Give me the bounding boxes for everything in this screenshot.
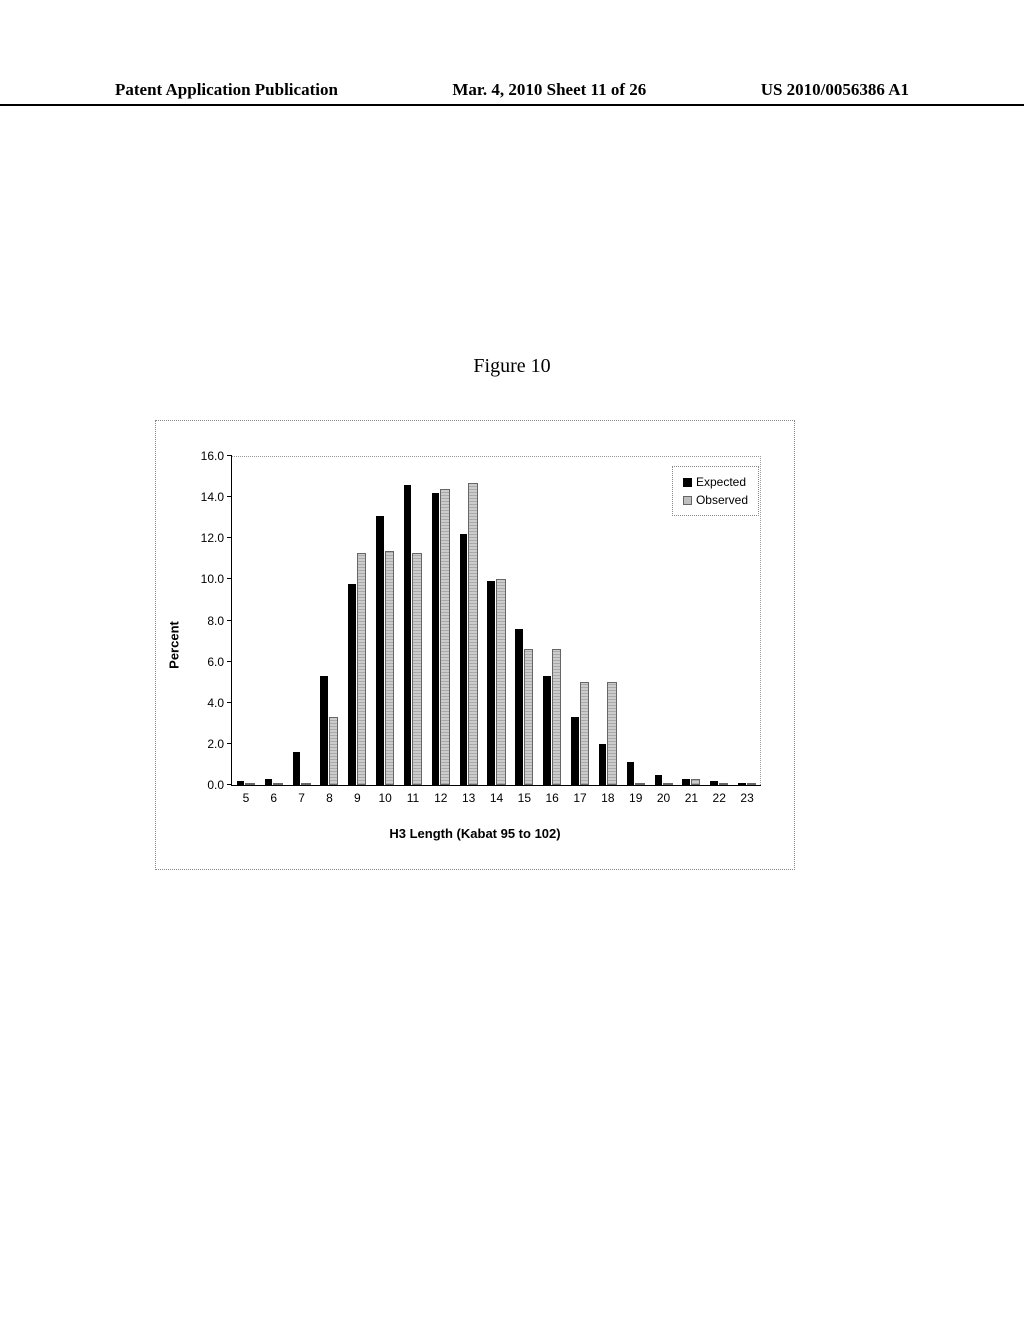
chart-legend: Expected Observed (672, 466, 759, 516)
y-tick-label: 0.0 (207, 778, 232, 792)
bar-expected (348, 584, 356, 786)
bar-expected (599, 744, 607, 785)
bar-expected (543, 676, 551, 785)
bar-observed (524, 649, 534, 785)
header-row: Patent Application Publication Mar. 4, 2… (0, 80, 1024, 100)
bar-expected (487, 581, 495, 785)
y-tick-mark (227, 496, 232, 497)
y-tick-mark (227, 455, 232, 456)
bar-group (599, 456, 617, 785)
x-tick-label: 11 (407, 785, 419, 805)
bar-group (320, 456, 338, 785)
bar-observed (580, 682, 590, 785)
x-tick-label: 22 (713, 785, 726, 805)
legend-row-observed: Observed (683, 491, 748, 509)
bar-group (627, 456, 645, 785)
header-center: Mar. 4, 2010 Sheet 11 of 26 (452, 80, 646, 100)
bar-observed (385, 551, 395, 785)
bar-group (376, 456, 394, 785)
bar-expected (432, 493, 440, 785)
x-tick-label: 12 (434, 785, 447, 805)
y-tick-label: 6.0 (207, 655, 232, 669)
x-tick-label: 9 (354, 785, 361, 805)
bar-observed (412, 553, 422, 785)
bar-observed (468, 483, 478, 785)
bar-observed (496, 579, 506, 785)
legend-label-observed: Observed (696, 493, 748, 507)
y-tick-label: 14.0 (201, 490, 232, 504)
bar-expected (293, 752, 301, 785)
x-axis-label: H3 Length (Kabat 95 to 102) (156, 826, 794, 841)
y-tick-label: 8.0 (207, 614, 232, 628)
bar-group (404, 456, 422, 785)
x-tick-label: 23 (740, 785, 753, 805)
bar-expected (376, 516, 384, 785)
x-tick-label: 20 (657, 785, 670, 805)
y-tick-mark (227, 578, 232, 579)
bar-expected (515, 629, 523, 785)
bar-group (237, 456, 255, 785)
x-tick-label: 7 (298, 785, 305, 805)
x-tick-label: 10 (378, 785, 391, 805)
x-tick-label: 8 (326, 785, 333, 805)
y-tick-label: 10.0 (201, 572, 232, 586)
legend-label-expected: Expected (696, 475, 746, 489)
y-tick-mark (227, 702, 232, 703)
x-tick-label: 5 (243, 785, 250, 805)
legend-swatch-expected (683, 478, 692, 487)
y-axis-label: Percent (167, 621, 182, 669)
x-tick-label: 18 (601, 785, 614, 805)
y-tick-label: 12.0 (201, 531, 232, 545)
y-tick-mark (227, 784, 232, 785)
bar-group (543, 456, 561, 785)
x-tick-label: 13 (462, 785, 475, 805)
y-tick-mark (227, 743, 232, 744)
page-header: Patent Application Publication Mar. 4, 2… (0, 80, 1024, 106)
bar-observed (440, 489, 450, 785)
bar-expected (571, 717, 579, 785)
bar-observed (329, 717, 339, 785)
bar-expected (655, 775, 663, 785)
x-tick-label: 15 (518, 785, 531, 805)
x-tick-label: 19 (629, 785, 642, 805)
x-tick-label: 17 (573, 785, 586, 805)
y-tick-label: 2.0 (207, 737, 232, 751)
bar-group (515, 456, 533, 785)
bar-group (348, 456, 366, 785)
bar-expected (404, 485, 412, 785)
bar-group (460, 456, 478, 785)
x-tick-label: 21 (685, 785, 698, 805)
y-tick-mark (227, 620, 232, 621)
y-tick-label: 4.0 (207, 696, 232, 710)
bar-observed (357, 553, 367, 785)
bar-group (265, 456, 283, 785)
x-tick-label: 6 (270, 785, 277, 805)
y-tick-label: 16.0 (201, 449, 232, 463)
legend-swatch-observed (683, 496, 692, 505)
x-tick-label: 14 (490, 785, 503, 805)
bar-group (293, 456, 311, 785)
bar-group (571, 456, 589, 785)
chart-container: Percent 0.0 2.0 4.0 6.0 8.0 10.0 12.0 14.0 16.0 5… (155, 420, 795, 870)
bar-observed (607, 682, 617, 785)
figure-title: Figure 10 (0, 355, 1024, 378)
header-left: Patent Application Publication (115, 80, 338, 100)
y-tick-mark (227, 661, 232, 662)
bar-expected (320, 676, 328, 785)
legend-row-expected: Expected (683, 473, 748, 491)
x-tick-label: 16 (545, 785, 558, 805)
header-right: US 2010/0056386 A1 (761, 80, 909, 100)
y-tick-mark (227, 537, 232, 538)
bar-group (487, 456, 505, 785)
bar-observed (552, 649, 562, 785)
bar-group (432, 456, 450, 785)
bar-group (655, 456, 673, 785)
bar-expected (460, 534, 468, 785)
bar-expected (627, 762, 635, 785)
